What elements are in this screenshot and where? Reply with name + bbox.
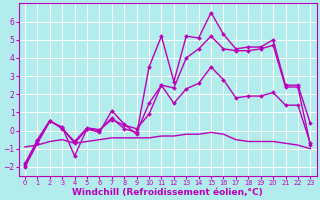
X-axis label: Windchill (Refroidissement éolien,°C): Windchill (Refroidissement éolien,°C): [72, 188, 263, 197]
